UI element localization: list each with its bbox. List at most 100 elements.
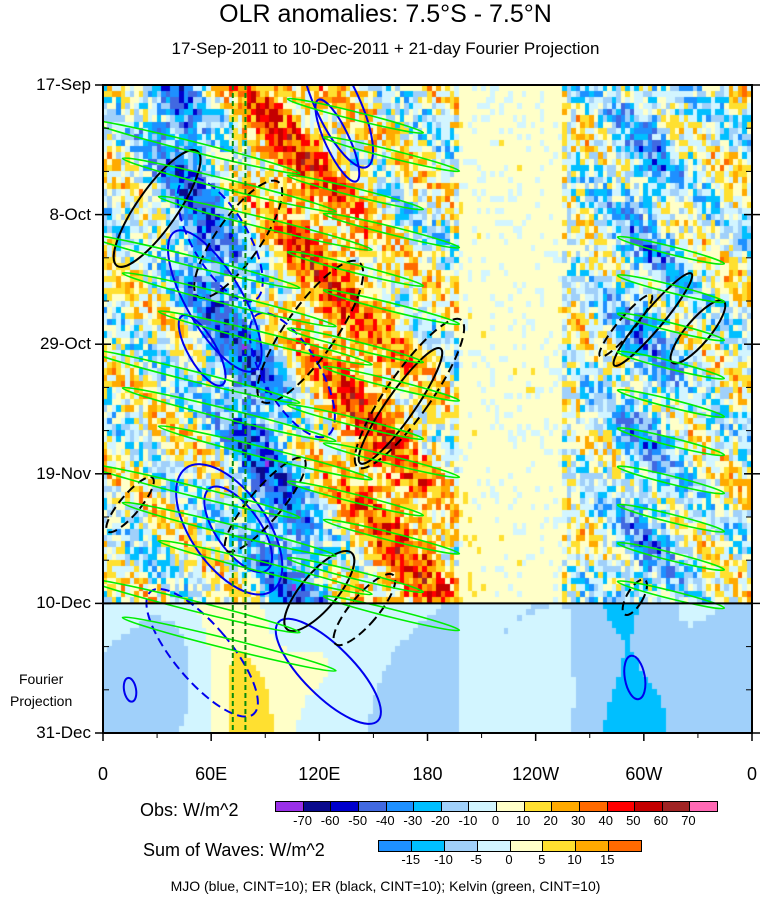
colorbar-tick-label: -20 xyxy=(430,813,450,828)
contours xyxy=(103,85,727,725)
colorbar-swatch xyxy=(276,802,304,811)
kelvin-contour xyxy=(322,288,461,326)
er-contour xyxy=(256,259,365,404)
x-tick-label: 120E xyxy=(298,764,341,784)
colorbar-swatch xyxy=(497,802,525,811)
kelvin-contour xyxy=(322,365,461,402)
colorbar-swatch xyxy=(607,802,636,811)
colorbar-tick-label: 50 xyxy=(626,813,641,828)
chart-title: OLR anomalies: 7.5°S - 7.5°N xyxy=(219,0,552,28)
kelvin-contour xyxy=(121,386,337,443)
colorbar-swatch xyxy=(510,841,544,851)
colorbar-swatch xyxy=(303,802,332,811)
colorbar-swatch xyxy=(576,841,610,851)
kelvin-contour xyxy=(616,388,726,419)
colorbar-tick-label: 15 xyxy=(600,852,615,867)
er-contour xyxy=(112,148,202,268)
kelvin-contour xyxy=(103,233,301,290)
colorbar-swatch xyxy=(331,802,359,811)
kelvin-contour xyxy=(103,463,301,519)
waves-colorbar-label: Sum of Waves: W/m^2 xyxy=(143,840,325,860)
colorbar-swatch xyxy=(379,841,412,851)
colorbar-tick-label: -30 xyxy=(403,813,423,828)
kelvin-contour xyxy=(157,424,373,481)
colorbar-swatch xyxy=(635,802,663,811)
kelvin-contour xyxy=(103,348,301,405)
kelvin-contour xyxy=(616,580,726,610)
colorbar-tick-label: 0 xyxy=(505,852,513,867)
x-tick-label: 120W xyxy=(512,764,560,784)
mjo-contour xyxy=(145,587,259,718)
kelvin-contour xyxy=(286,97,425,135)
kelvin-contour xyxy=(286,327,425,364)
kelvin-contour xyxy=(121,157,337,213)
colorbar-swatch xyxy=(609,841,641,851)
colorbar-swatch xyxy=(524,802,553,811)
colorbar-swatch xyxy=(662,802,691,811)
colorbar-swatch xyxy=(690,802,717,811)
colorbar-tick-label: 60 xyxy=(653,813,669,828)
colorbar-swatch xyxy=(543,841,577,851)
er-contour xyxy=(353,317,466,470)
colorbar-swatch xyxy=(386,802,415,811)
mjo-contour xyxy=(300,85,375,169)
colorbar-swatch xyxy=(358,802,387,811)
kelvin-contour xyxy=(616,235,726,266)
y-tick-label: 17-Sep xyxy=(36,75,91,94)
x-tick-label: 0 xyxy=(746,764,758,784)
kelvin-contour xyxy=(322,442,461,479)
colorbar-tick-label: -5 xyxy=(470,852,483,867)
kelvin-contour xyxy=(286,480,425,517)
x-tick-label: 60W xyxy=(625,764,663,784)
mjo-contour xyxy=(314,98,361,183)
colorbar-tick-label: 10 xyxy=(567,852,582,867)
er-contour xyxy=(357,347,444,465)
kelvin-contour xyxy=(103,578,301,634)
er-contour xyxy=(621,578,648,617)
er-contour xyxy=(283,550,356,633)
colorbar-tick-label: 70 xyxy=(681,813,696,828)
colorbar-tick-label: -10 xyxy=(458,813,478,828)
mjo-contour xyxy=(122,676,138,703)
kelvin-contour xyxy=(157,539,373,596)
y-tick-label: 19-Nov xyxy=(36,463,91,483)
kelvin-contour xyxy=(121,501,337,558)
colorbar-tick-label: -50 xyxy=(348,813,368,828)
x-tick-label: 0 xyxy=(97,764,109,784)
kelvin-contour xyxy=(286,174,425,211)
kelvin-contour xyxy=(616,312,726,342)
kelvin-contour xyxy=(322,595,461,632)
colorbar-tick-label: -40 xyxy=(375,813,395,828)
mjo-contour xyxy=(175,463,284,596)
x-tick-label: 60E xyxy=(195,764,228,784)
colorbar-tick-label: 30 xyxy=(570,813,586,828)
colorbar-tick-label: 10 xyxy=(515,813,531,828)
kelvin-contour xyxy=(157,195,373,252)
kelvin-contour xyxy=(322,518,461,555)
er-contour xyxy=(193,179,284,299)
colorbar-swatch xyxy=(414,802,442,811)
mjo-contour xyxy=(203,485,274,574)
colorbar-tick-label: -15 xyxy=(401,852,421,867)
obs-colorbar-label: Obs: W/m^2 xyxy=(140,800,239,820)
colorbar-swatch xyxy=(469,802,497,811)
kelvin-contour xyxy=(616,465,726,495)
colorbar-swatch xyxy=(477,841,511,851)
footer-legend: MJO (blue, CINT=10); ER (black, CINT=10)… xyxy=(170,878,601,894)
y-tick-label: 10-Dec xyxy=(36,593,91,613)
colorbar-tick-label: 40 xyxy=(598,813,613,828)
kelvin-contour xyxy=(616,503,726,533)
obs-colorbar xyxy=(275,801,718,812)
kelvin-contour xyxy=(322,135,461,173)
kelvin-contour xyxy=(121,616,337,672)
kelvin-contour xyxy=(286,556,425,594)
kelvin-contour xyxy=(286,250,425,288)
kelvin-contour xyxy=(322,212,461,249)
kelvin-contour xyxy=(616,427,726,457)
colorbar-tick-label: -10 xyxy=(434,852,453,867)
kelvin-contour xyxy=(121,271,337,328)
mjo-contour xyxy=(248,311,336,439)
colorbar-tick-label: -70 xyxy=(293,813,312,828)
colorbar-swatch xyxy=(441,802,470,811)
